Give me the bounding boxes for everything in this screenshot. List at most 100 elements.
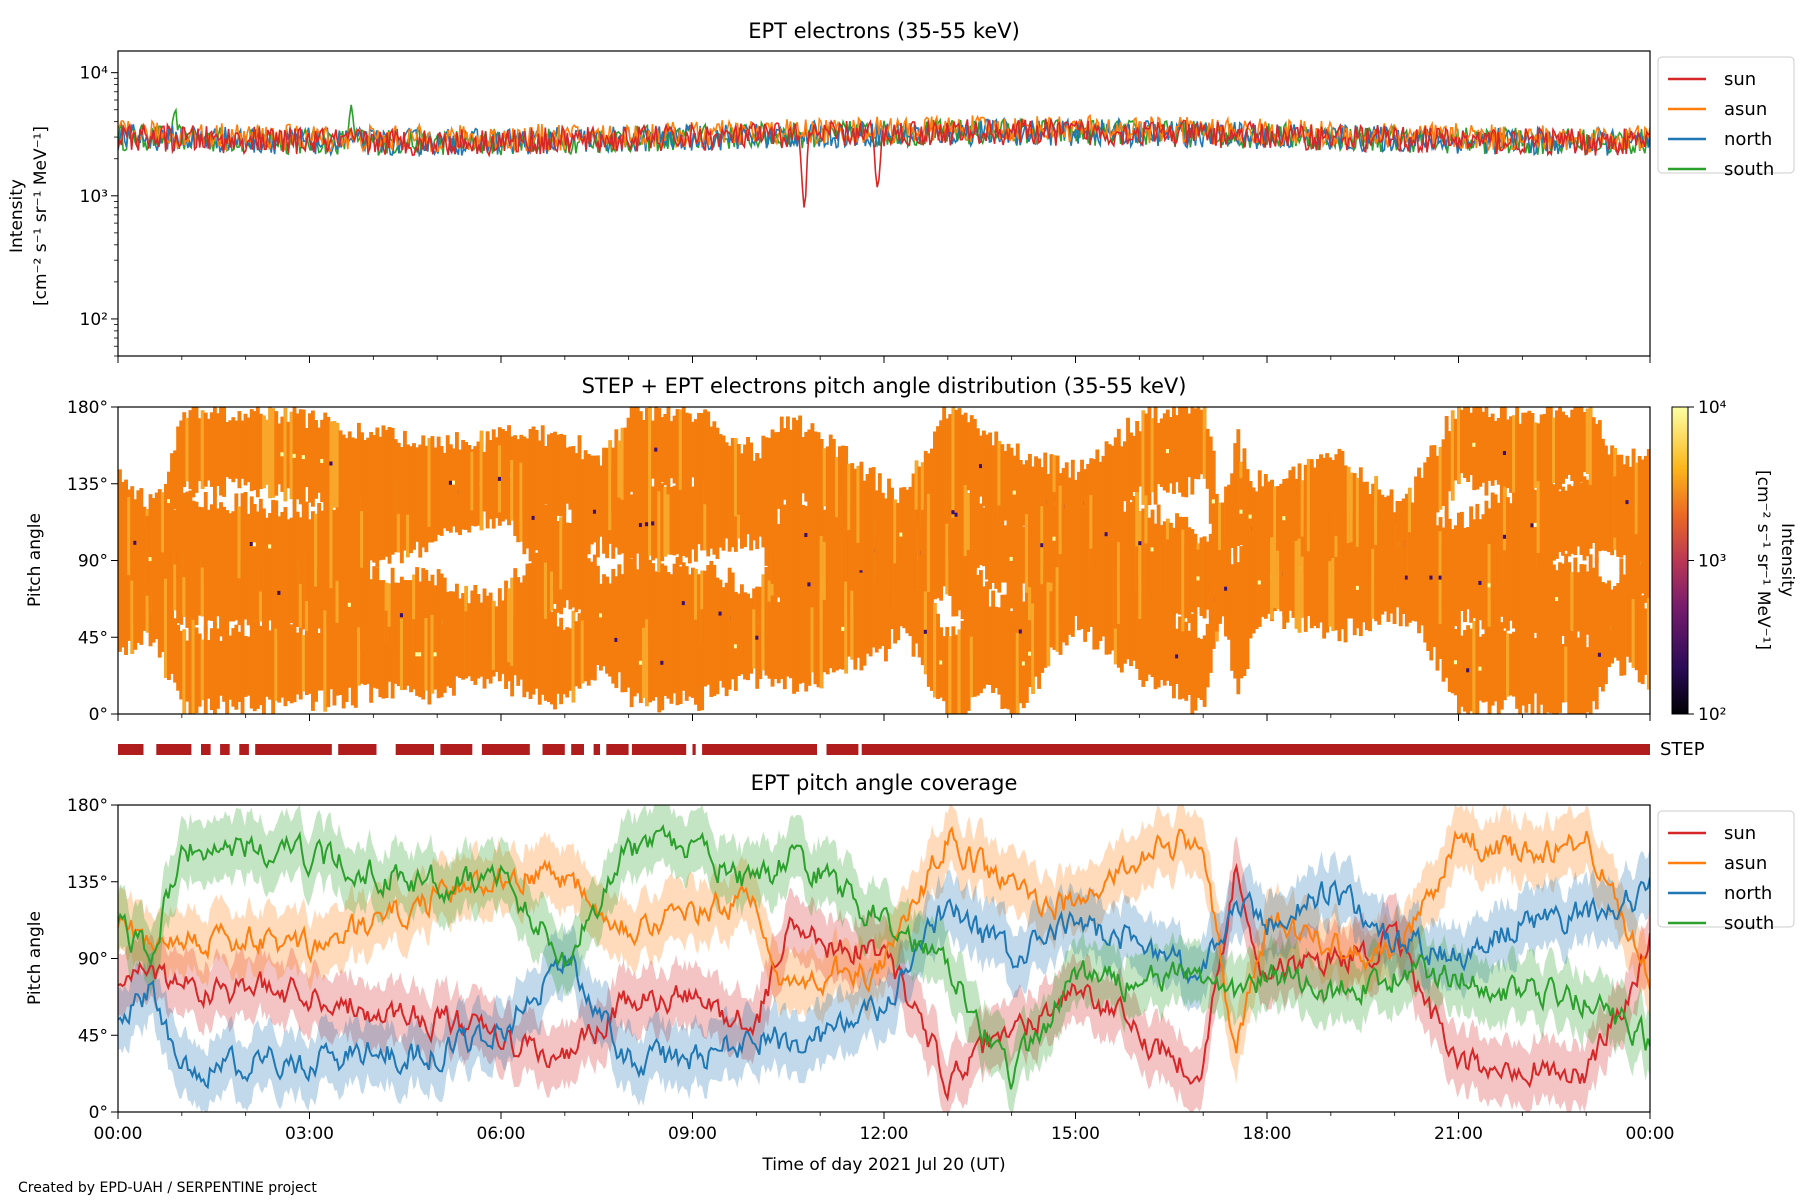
pad-cell	[369, 606, 374, 703]
pad-cell	[691, 567, 695, 639]
pad-cell	[1362, 550, 1366, 623]
pad-cell	[1132, 539, 1137, 631]
pad-cell-speckle	[531, 515, 536, 520]
pad-cell	[770, 429, 775, 525]
pad-cell	[1282, 534, 1287, 629]
pad-cell	[1463, 629, 1467, 712]
pad-cell	[1380, 494, 1385, 570]
pad-cell	[298, 627, 303, 700]
pad-cell	[1089, 548, 1094, 611]
pad-cell	[525, 471, 530, 549]
pad-cell	[1591, 417, 1596, 490]
pad-cell	[654, 487, 659, 559]
pad-cell	[1199, 639, 1204, 700]
pad-cell	[724, 442, 729, 500]
pad-cell	[200, 558, 205, 617]
pad-cell	[871, 530, 876, 611]
pad-cell	[1190, 407, 1195, 495]
pad-cell	[1101, 492, 1106, 574]
pad-cell	[507, 588, 511, 663]
pad-cell	[424, 618, 429, 691]
pad-cell	[363, 494, 367, 567]
coverage-title: EPT pitch angle coverage	[751, 771, 1018, 795]
pad-cell	[491, 600, 496, 670]
pad-cell	[997, 611, 1002, 695]
pad-cell	[1368, 494, 1372, 551]
pad-cell	[565, 447, 570, 504]
pad-cell	[795, 596, 799, 692]
pad-cell	[1392, 532, 1397, 624]
pad-cell	[1524, 412, 1529, 503]
pad-cell	[540, 425, 545, 526]
pad-cell	[433, 447, 438, 519]
pad-cell-speckle	[1502, 534, 1507, 539]
pad-cell	[1006, 631, 1011, 710]
pad-cell	[326, 614, 331, 708]
pad-cell	[948, 462, 953, 557]
pad-cell	[412, 574, 416, 660]
pad-cell	[1530, 413, 1535, 499]
pad-cell	[1119, 487, 1124, 589]
pad-cell	[154, 512, 159, 576]
pad-cell	[1291, 550, 1296, 618]
pad-cell	[887, 564, 891, 650]
pad-cell	[979, 503, 983, 566]
pad-cell	[1573, 557, 1578, 646]
pad-cell	[304, 631, 309, 696]
pad-cell	[543, 446, 548, 505]
pad-cell	[1107, 531, 1112, 633]
pad-cell	[807, 595, 812, 686]
pad-cell	[620, 486, 625, 554]
pad-cell-speckle	[954, 512, 959, 517]
pad-cell	[1377, 539, 1382, 625]
pad-cell	[736, 614, 741, 676]
pad-cell	[347, 627, 352, 688]
pad-cell	[727, 445, 732, 501]
legend-label-asun: asun	[1724, 99, 1767, 120]
pad-cell	[678, 409, 683, 490]
pad-cell	[963, 620, 968, 714]
pad-cell	[966, 422, 971, 491]
pad-cell	[1300, 556, 1305, 617]
pad-cell	[712, 564, 717, 658]
intensity-ytick-label: 10³	[80, 187, 108, 207]
pad-cell	[323, 412, 328, 512]
pad-cell	[592, 554, 597, 657]
pad-cell	[314, 561, 318, 631]
pad-cell	[301, 503, 306, 599]
pad-cell	[709, 478, 714, 549]
pad-cell	[589, 561, 594, 640]
pad-cell	[862, 574, 867, 666]
pad-cell	[1552, 484, 1556, 561]
pad-cell	[519, 617, 524, 680]
pad-cell	[1193, 408, 1198, 479]
pad-cell	[684, 480, 689, 558]
pad-cell	[540, 550, 545, 625]
pad-cell	[1484, 533, 1489, 636]
pad-cell	[764, 567, 769, 639]
pad-cell	[626, 473, 631, 576]
pad-cell	[1496, 544, 1501, 631]
pad-cell	[1637, 509, 1642, 594]
pad-cell	[268, 407, 272, 499]
pad-cell	[197, 418, 202, 482]
pad-cell	[865, 584, 870, 654]
pad-cell-speckle	[1478, 580, 1483, 585]
pad-cell	[654, 628, 659, 698]
pad-cell	[151, 555, 156, 643]
pad-cell	[1126, 417, 1130, 520]
pad-cell	[185, 417, 190, 482]
pad-cell	[234, 420, 239, 479]
pad-cell	[632, 407, 637, 501]
pad-cell	[470, 451, 475, 511]
pad-cell	[623, 617, 628, 693]
pad-cell	[301, 635, 306, 692]
pad-cell	[197, 506, 202, 568]
pad-cell	[957, 629, 962, 714]
pad-cell	[1490, 628, 1495, 706]
pad-cell	[1273, 492, 1277, 554]
pad-cell	[632, 566, 637, 641]
pad-cell	[516, 577, 521, 653]
pad-cell	[648, 623, 652, 703]
pad-cell	[623, 561, 628, 655]
